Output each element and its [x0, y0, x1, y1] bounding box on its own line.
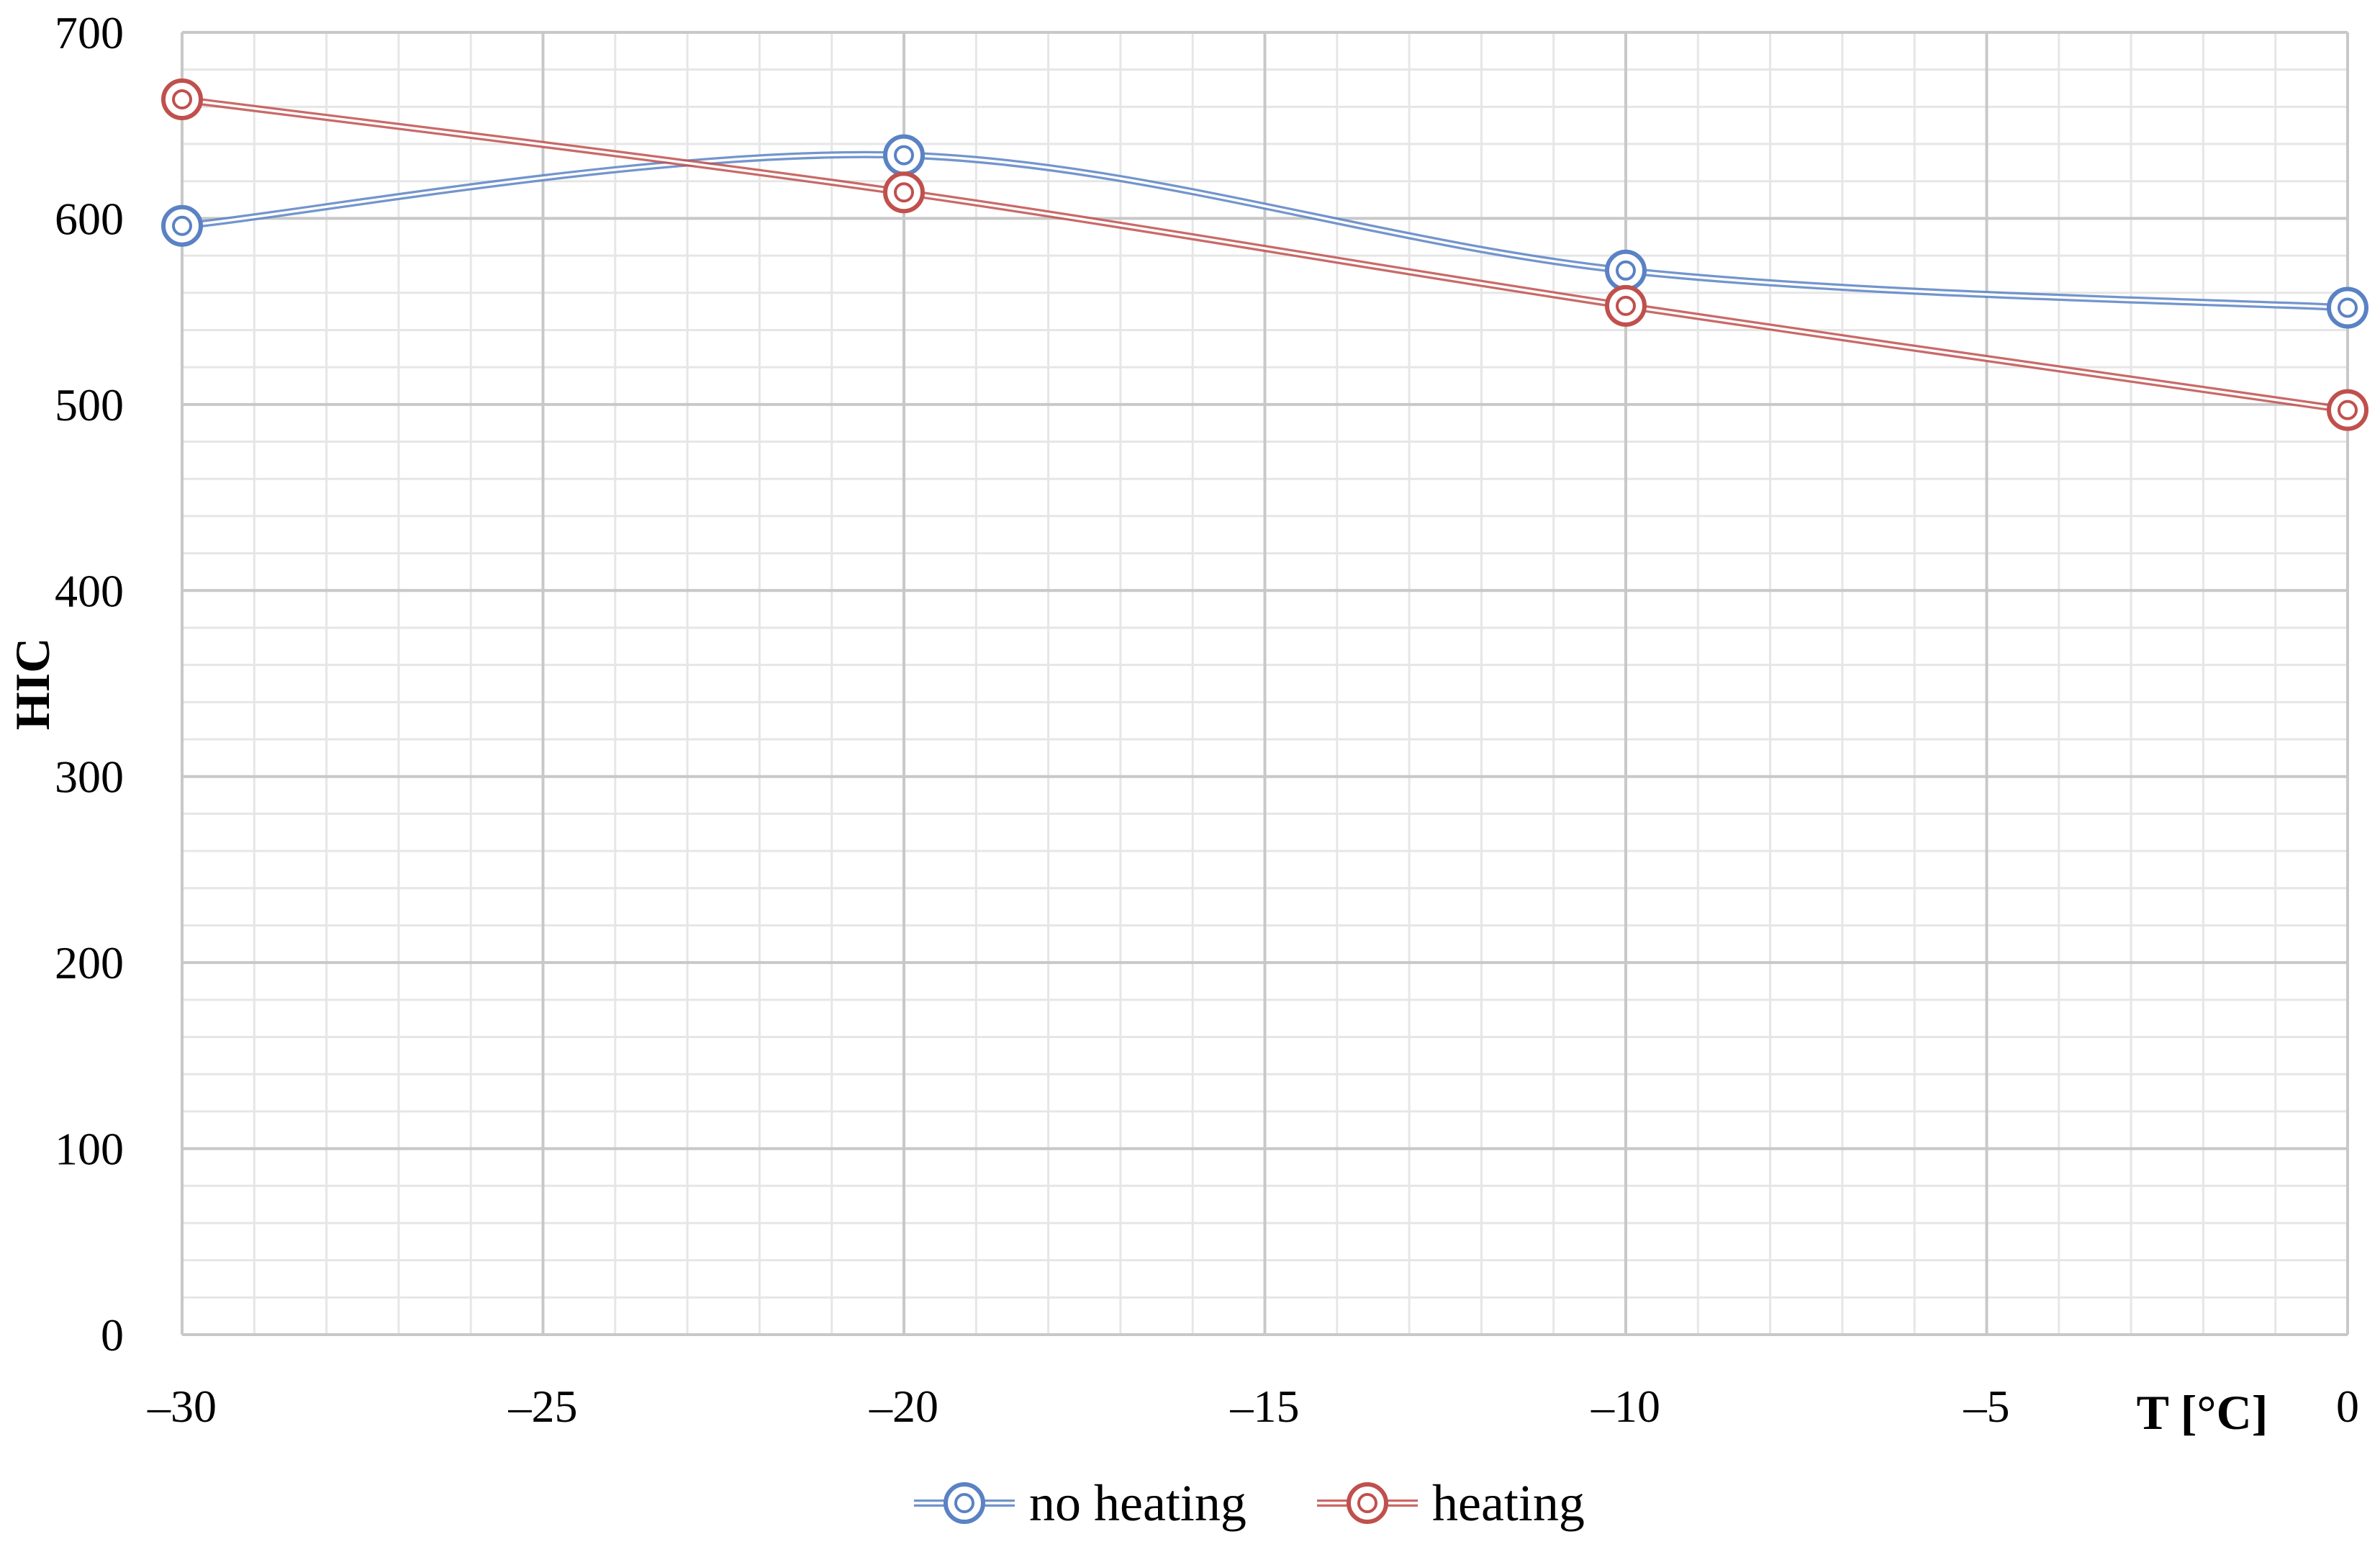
marker-inner-ring — [894, 182, 914, 203]
legend-item-heating: heating — [1317, 1474, 1585, 1532]
y-axis-label: HIC — [5, 638, 60, 730]
y-tick-label: 200 — [55, 937, 124, 988]
marker-inner-ring — [1616, 260, 1636, 281]
y-axis-ticks: 0 100 200 300 400 500 600 700 — [55, 7, 124, 1361]
data-point-no-heating — [161, 204, 203, 247]
marker-inner-ring — [172, 89, 192, 110]
y-tick-label: 400 — [55, 565, 124, 616]
legend-swatch-marker — [1347, 1482, 1388, 1524]
legend: no heating heating — [914, 1474, 1585, 1532]
series-line-inner-heating — [181, 98, 2348, 412]
marker-inner-ring — [1357, 1493, 1377, 1513]
y-tick-label: 100 — [55, 1124, 124, 1175]
y-tick-label: 300 — [55, 752, 124, 803]
x-tick-label: –20 — [869, 1381, 938, 1432]
data-point-heating — [883, 171, 925, 214]
series-line-inner-no-heating — [181, 153, 2348, 310]
series-heating — [161, 78, 2368, 431]
marker-inner-ring — [894, 145, 914, 166]
marker-inner-ring — [954, 1493, 974, 1513]
y-tick-label: 0 — [101, 1309, 124, 1361]
legend-swatch-marker — [944, 1482, 985, 1524]
marker-inner-ring — [2338, 400, 2358, 420]
series-no-heating — [161, 134, 2368, 329]
major-grid — [181, 31, 2349, 1336]
x-axis-ticks: –30 –25 –20 –15 –10 –5 0 — [147, 1381, 2359, 1432]
series-layer — [161, 78, 2368, 431]
data-point-no-heating — [2327, 287, 2368, 329]
legend-item-no-heating: no heating — [914, 1474, 1246, 1532]
y-tick-label: 500 — [55, 379, 124, 430]
marker-inner-ring — [2338, 297, 2358, 318]
data-point-heating — [1605, 284, 1647, 327]
x-tick-label: –5 — [1963, 1381, 2010, 1432]
data-point-no-heating — [1605, 249, 1647, 292]
x-tick-label: –25 — [508, 1381, 578, 1432]
x-tick-label: 0 — [2336, 1381, 2359, 1432]
y-tick-label: 600 — [55, 193, 124, 244]
x-tick-label: –15 — [1230, 1381, 1300, 1432]
marker-inner-ring — [1616, 295, 1636, 316]
data-point-no-heating — [883, 134, 925, 176]
data-point-heating — [2327, 389, 2368, 431]
data-point-heating — [161, 78, 203, 121]
legend-label: heating — [1432, 1474, 1585, 1532]
x-axis-label: T [°C] — [2137, 1385, 2268, 1440]
marker-inner-ring — [172, 215, 192, 236]
legend-label: no heating — [1029, 1474, 1246, 1532]
y-tick-label: 700 — [55, 7, 124, 58]
x-tick-label: –10 — [1591, 1381, 1660, 1432]
x-tick-label: –30 — [147, 1381, 217, 1432]
